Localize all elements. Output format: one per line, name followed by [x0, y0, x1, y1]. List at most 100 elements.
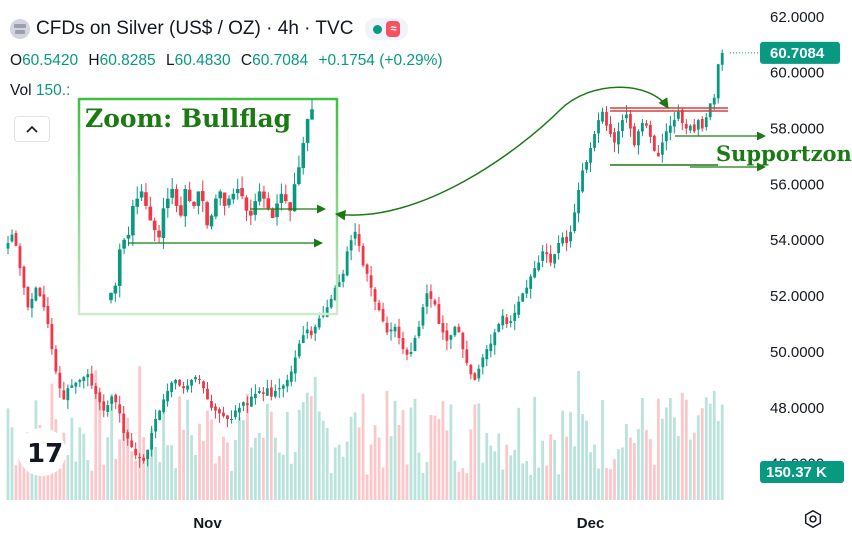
volume-bar	[238, 417, 241, 500]
candle-body	[269, 387, 273, 397]
zoom-candle-body	[209, 215, 214, 227]
candle-body	[353, 231, 357, 239]
price-tick-label: 56.0000	[770, 176, 824, 193]
candle-body	[609, 124, 612, 135]
volume-label: Vol	[10, 82, 32, 99]
candle-body	[637, 131, 640, 146]
candle-body	[26, 286, 30, 308]
candle-body	[301, 335, 305, 344]
candle-body	[561, 237, 565, 244]
volume-bar	[501, 469, 505, 500]
volume-bar	[166, 445, 169, 500]
candle-body	[668, 125, 672, 133]
volume-bar	[289, 463, 293, 500]
candle-body	[154, 418, 158, 432]
candle-body	[597, 120, 600, 134]
volume-bar	[720, 404, 724, 500]
volume-bar	[297, 409, 301, 500]
candle-body	[126, 432, 130, 439]
candle-body	[381, 309, 385, 322]
volume-bar	[46, 450, 50, 500]
volume-bar	[365, 474, 369, 500]
candle-body	[692, 124, 696, 132]
volume-bar	[700, 408, 704, 500]
volume-bar	[405, 464, 409, 500]
candle-body	[273, 391, 277, 397]
candle-body	[285, 379, 289, 387]
volume-bar	[222, 436, 225, 500]
candle-body	[648, 124, 652, 137]
volume-bar	[561, 410, 565, 500]
candle-body	[234, 410, 237, 418]
candle-body	[433, 300, 437, 305]
market-status[interactable]: ≈	[365, 18, 409, 40]
candle-body	[505, 317, 509, 325]
candle-body	[557, 243, 561, 254]
volume-bar	[549, 434, 553, 500]
zoom-candle-body	[257, 191, 262, 202]
candle-body	[617, 131, 620, 145]
candle-body	[206, 388, 209, 400]
volume-bar	[182, 429, 185, 500]
candle-body	[589, 148, 592, 163]
volume-bar	[58, 468, 62, 500]
candle-body	[226, 415, 229, 419]
candle-body	[429, 291, 433, 299]
chart-settings-icon[interactable]	[802, 508, 824, 530]
volume-bar	[493, 451, 497, 500]
volume-bar	[517, 407, 521, 500]
candle-body	[397, 326, 401, 338]
time-axis[interactable]: Nov Dec	[193, 515, 604, 532]
price-axis[interactable]: 62.0000 60.0000 58.0000 56.0000 54.0000 52.00…	[730, 9, 844, 483]
volume-bar	[641, 397, 644, 500]
zoom-candle-body	[131, 205, 135, 236]
candle-body	[437, 304, 441, 325]
candle-body	[329, 298, 333, 308]
price-tick-label: 54.0000	[770, 232, 824, 249]
volume-bar	[601, 400, 604, 500]
candle-body	[712, 97, 716, 105]
volume-bar	[186, 399, 189, 500]
time-tick-label: Nov	[193, 515, 222, 532]
silver-symbol-icon	[10, 19, 30, 39]
symbol-title[interactable]: CFDs on Silver (US$ / OZ) · 4h · TVC	[36, 18, 354, 39]
candle-body	[190, 379, 193, 386]
candle-body	[613, 132, 616, 143]
zoom-candle-body	[187, 189, 192, 202]
candle-body	[385, 322, 389, 333]
volume-bar	[672, 417, 676, 500]
volume-bar	[126, 417, 130, 500]
volume-bar	[114, 458, 118, 500]
candle-body	[142, 457, 146, 461]
candle-body	[182, 386, 185, 389]
volume-bar	[261, 437, 265, 500]
volume-bar	[70, 417, 74, 500]
volume-bar	[369, 444, 373, 500]
volume-bar	[441, 401, 445, 500]
candle-body	[413, 337, 417, 352]
candle-body	[178, 379, 181, 386]
candle-body	[214, 406, 217, 411]
candle-body	[242, 402, 245, 406]
volume-bar	[373, 425, 377, 500]
zoom-candle-body	[109, 292, 113, 301]
volume-bar	[210, 419, 213, 500]
candle-body	[509, 321, 513, 324]
chevron-up-icon	[26, 125, 38, 133]
time-tick-label: Dec	[577, 515, 605, 532]
volume-bar	[357, 427, 361, 500]
volume-bar	[269, 411, 273, 500]
zoom-candle-body	[222, 192, 227, 206]
candle-body	[66, 388, 70, 401]
volume-bar	[214, 463, 217, 500]
volume-bar	[465, 473, 469, 500]
volume-bar	[349, 416, 353, 500]
collapse-legend-button[interactable]	[14, 116, 50, 142]
volume-bar	[246, 393, 249, 500]
volume-bar	[513, 449, 517, 500]
volume-bar	[449, 404, 453, 500]
volume-bar	[265, 403, 269, 500]
volume-bar	[234, 439, 237, 500]
